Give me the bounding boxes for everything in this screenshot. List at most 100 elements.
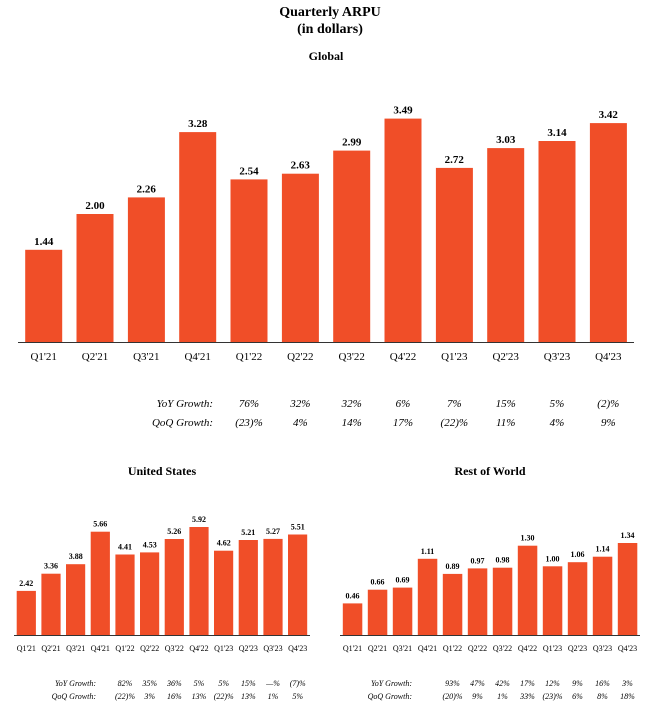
data-label: 5.92 [192, 515, 206, 524]
tick-label: Q1'21 [17, 644, 36, 653]
growth-value: (22)% [441, 417, 469, 429]
data-label: 0.66 [371, 578, 385, 587]
tick-label: Q3'23 [593, 644, 612, 653]
bar [487, 148, 525, 342]
data-label: 2.54 [239, 165, 259, 177]
tick-label: Q1'21 [343, 644, 362, 653]
tick-label: Q1'22 [443, 644, 462, 653]
tick-label: Q4'21 [91, 644, 110, 653]
bar [214, 550, 234, 635]
data-label: 2.26 [137, 183, 157, 195]
growth-value: (2)% [597, 398, 619, 410]
growth-value: 1% [268, 692, 279, 701]
growth-value: (23)% [543, 692, 563, 701]
bar [25, 249, 63, 342]
bar [617, 543, 638, 635]
growth-value: 9% [601, 417, 616, 429]
bar [367, 589, 388, 635]
growth-value: 76% [239, 398, 259, 410]
growth-value: —% [265, 679, 280, 688]
growth-value: 13% [241, 692, 256, 701]
data-label: 1.14 [596, 545, 610, 554]
growth-value: 93% [445, 679, 460, 688]
growth-value: 5% [292, 692, 303, 701]
growth-value: 16% [167, 692, 182, 701]
data-label: 2.42 [19, 579, 33, 588]
tick-label: Q3'23 [263, 644, 282, 653]
growth-value: 3% [621, 679, 633, 688]
tick-label: Q1'22 [236, 351, 262, 363]
tick-label: Q3'21 [133, 351, 159, 363]
bar [442, 573, 463, 635]
data-label: 3.03 [496, 134, 516, 146]
growth-value: 47% [470, 679, 485, 688]
bar [392, 587, 413, 635]
tick-label: Q2'22 [287, 351, 313, 363]
data-label: 0.46 [346, 591, 360, 600]
tick-label: Q1'23 [214, 644, 233, 653]
bar [517, 545, 538, 635]
bar [542, 566, 563, 635]
growth-value: (22)% [214, 692, 234, 701]
data-label: 5.66 [93, 520, 107, 529]
growth-value: 7% [447, 398, 462, 410]
growth-value: 6% [572, 692, 583, 701]
data-label: 4.62 [217, 539, 231, 548]
growth-value: 17% [520, 679, 535, 688]
data-label: 1.44 [34, 236, 54, 248]
tick-label: Q4'21 [184, 351, 210, 363]
growth-value: 82% [118, 679, 133, 688]
tick-label: Q3'22 [165, 644, 184, 653]
growth-value: 11% [496, 417, 515, 429]
data-label: 5.26 [167, 527, 181, 536]
bar [66, 564, 86, 635]
chart-1: United States 2.42 Q1'21 3.36 Q2'21 3.88 Q3'21… [14, 464, 310, 701]
tick-label: Q4'22 [189, 644, 208, 653]
tick-label: Q4'23 [288, 644, 307, 653]
bar [288, 534, 308, 635]
growth-value: 6% [396, 398, 411, 410]
growth-value: 9% [472, 692, 483, 701]
tick-label: Q1'22 [115, 644, 134, 653]
data-label: 5.21 [241, 528, 255, 537]
growth-value: 5% [550, 398, 565, 410]
growth-value: 3% [143, 692, 155, 701]
growth-value: 35% [141, 679, 157, 688]
tick-label: Q4'23 [618, 644, 637, 653]
growth-value: 17% [393, 417, 413, 429]
growth-value: 1% [497, 692, 508, 701]
data-label: 3.28 [188, 118, 208, 130]
chart-title: Rest of World [454, 464, 525, 478]
growth-value: 13% [192, 692, 207, 701]
growth-row-label: YoY Growth: [157, 398, 213, 410]
bar [342, 603, 363, 635]
data-label: 4.53 [143, 540, 157, 549]
data-label: 1.11 [421, 547, 435, 556]
tick-label: Q2'22 [140, 644, 159, 653]
bar [492, 567, 513, 635]
data-label: 2.99 [342, 137, 362, 149]
growth-value: 32% [341, 398, 362, 410]
data-label: 3.36 [44, 562, 58, 571]
bar [435, 167, 473, 342]
charts-layer: Global 1.44 Q1'21 2.00 Q2'21 2.26 Q3'21 3.28 Q4'… [14, 49, 640, 701]
bar [589, 123, 627, 342]
growth-value: 5% [218, 679, 229, 688]
data-label: 2.72 [445, 154, 465, 166]
bar [140, 552, 160, 635]
bar [115, 554, 135, 635]
data-label: 4.41 [118, 543, 132, 552]
tick-label: Q2'21 [41, 644, 60, 653]
data-label: 2.00 [85, 200, 105, 212]
data-label: 0.69 [396, 576, 410, 585]
tick-label: Q4'23 [595, 351, 622, 363]
growth-value: 8% [597, 692, 608, 701]
bar [281, 173, 319, 342]
data-label: 3.42 [599, 109, 619, 121]
figure-subtitle: (in dollars) [297, 22, 363, 37]
bar [230, 179, 268, 342]
bar [76, 214, 114, 342]
growth-value: 9% [572, 679, 583, 688]
